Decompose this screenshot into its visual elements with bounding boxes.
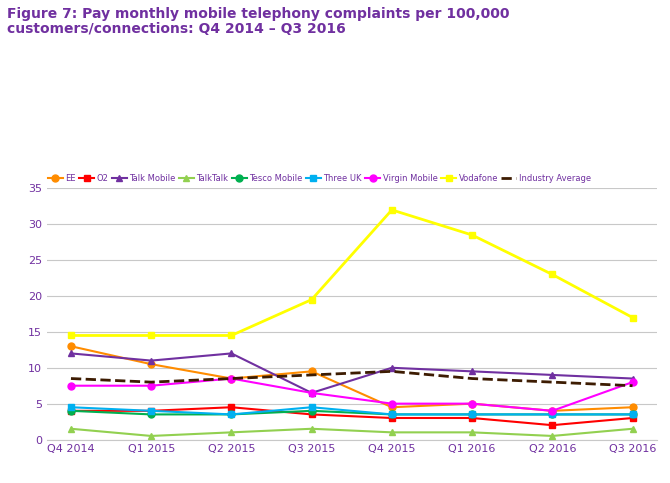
Text: Figure 7: Pay monthly mobile telephony complaints per 100,000: Figure 7: Pay monthly mobile telephony c… — [7, 7, 509, 21]
Legend: EE, O2, Talk Mobile, TalkTalk, Tesco Mobile, Three UK, Virgin Mobile, Vodafone, : EE, O2, Talk Mobile, TalkTalk, Tesco Mob… — [44, 171, 594, 186]
Text: customers/connections: Q4 2014 – Q3 2016: customers/connections: Q4 2014 – Q3 2016 — [7, 22, 346, 36]
